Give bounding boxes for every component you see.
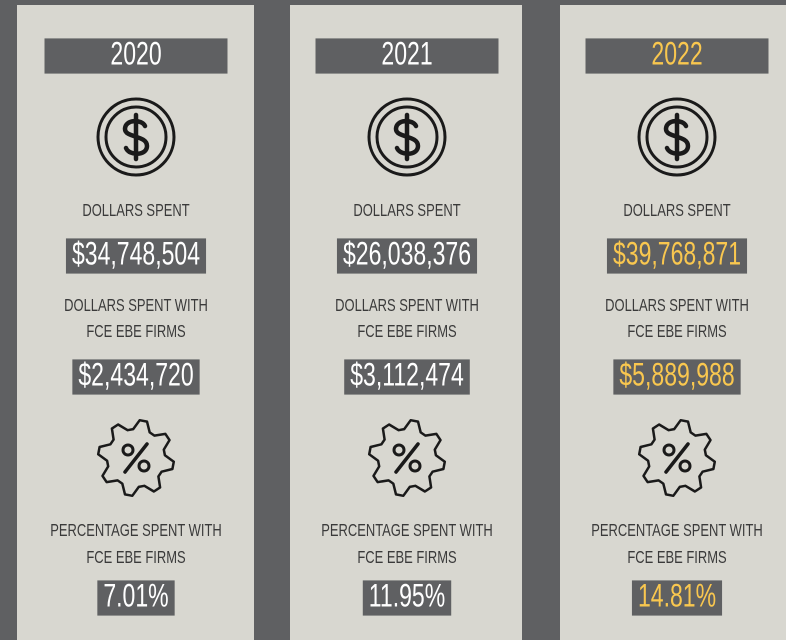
dollars-label: DOLLARS SPENT: [82, 201, 190, 221]
dollar-icon-inner: [104, 105, 168, 169]
year-group: 2022: [651, 36, 702, 72]
pct-label: PERCENTAGE SPENT WITH: [50, 521, 221, 541]
year-box: [315, 38, 499, 74]
ebe-label: DOLLARS SPENT WITH: [64, 296, 208, 316]
pct-label: PERCENTAGE SPENT WITH: [591, 521, 762, 541]
pct-value: 7.01%: [103, 578, 168, 614]
dollars-label-group: DOLLARS SPENT: [82, 201, 190, 221]
pct-label-group: FCE EBE FIRMS: [357, 548, 456, 568]
ebe-label: FCE EBE FIRMS: [86, 322, 185, 342]
ebe-label-group: FCE EBE FIRMS: [627, 322, 726, 342]
dollars-value-box: [65, 238, 207, 274]
year-box: [585, 38, 769, 74]
ebe-label-group: DOLLARS SPENT WITH: [335, 296, 479, 316]
ebe-value: $3,112,474: [350, 357, 464, 393]
ebe-label-group: DOLLARS SPENT WITH: [64, 296, 208, 316]
pct-value-group: 7.01%: [103, 578, 168, 614]
panel: [17, 5, 254, 640]
pct-value-box: [97, 580, 175, 616]
dollars-value-group: $26,038,376: [343, 236, 471, 272]
ebe-value-box: [613, 359, 741, 395]
pct-label-group: PERCENTAGE SPENT WITH: [591, 521, 762, 541]
ebe-value-group: $2,434,720: [78, 357, 193, 393]
ebe-value: $2,434,720: [78, 357, 193, 393]
pct-value-group: 11.95%: [369, 578, 445, 614]
pct-label: FCE EBE FIRMS: [357, 548, 456, 568]
pct-value-box: [362, 580, 452, 616]
ebe-value-group: $3,112,474: [350, 357, 464, 393]
dollars-value-box: [606, 238, 748, 274]
dollars-value: $26,038,376: [343, 236, 471, 272]
percent-slash: [394, 442, 420, 474]
ebe-label-group: FCE EBE FIRMS: [357, 322, 456, 342]
percent-dot: [392, 443, 406, 457]
year: 2022: [651, 36, 702, 72]
ebe-value-box: [72, 359, 200, 395]
pct-label: FCE EBE FIRMS: [627, 548, 726, 568]
panel: [560, 5, 786, 640]
year-group: 2021: [381, 36, 432, 72]
dollar-sign: [663, 112, 691, 162]
ebe-value: $5,889,988: [619, 357, 734, 393]
dollars-label-group: DOLLARS SPENT: [623, 201, 731, 221]
ebe-label: DOLLARS SPENT WITH: [335, 296, 479, 316]
dollars-value: $34,748,504: [72, 236, 200, 272]
year: 2020: [110, 36, 161, 72]
percent-dot: [121, 443, 135, 457]
dollar-sign: [122, 112, 150, 162]
ebe-value-group: $5,889,988: [619, 357, 734, 393]
ebe-label: FCE EBE FIRMS: [357, 322, 456, 342]
dollar-icon-outer: [367, 97, 447, 177]
dollars-label: DOLLARS SPENT: [353, 201, 461, 221]
dollar-icon-inner: [375, 105, 439, 169]
pct-label: FCE EBE FIRMS: [86, 548, 185, 568]
ebe-label: FCE EBE FIRMS: [627, 322, 726, 342]
dollars-value-group: $39,768,871: [613, 236, 741, 272]
pct-value: 14.81%: [638, 578, 716, 614]
gear-icon: [96, 418, 176, 498]
year: 2021: [381, 36, 432, 72]
pct-label-group: PERCENTAGE SPENT WITH: [50, 521, 221, 541]
year-box: [44, 38, 228, 74]
percent-slash: [123, 442, 149, 474]
panel: [290, 5, 522, 640]
dollar-icon-inner: [645, 105, 709, 169]
ebe-label-group: DOLLARS SPENT WITH: [605, 296, 749, 316]
dollar-icon-outer: [637, 97, 717, 177]
pct-value-group: 14.81%: [638, 578, 716, 614]
percent-dot: [408, 459, 422, 473]
pct-label-group: FCE EBE FIRMS: [86, 548, 185, 568]
dollars-value-box: [336, 238, 478, 274]
dollars-label: DOLLARS SPENT: [623, 201, 731, 221]
gear-icon: [367, 418, 447, 498]
ebe-value-box: [344, 359, 470, 395]
year-group: 2020: [110, 36, 161, 72]
dollars-label-group: DOLLARS SPENT: [353, 201, 461, 221]
pct-label-group: FCE EBE FIRMS: [627, 548, 726, 568]
pct-value-box: [631, 580, 723, 616]
pct-label-group: PERCENTAGE SPENT WITH: [321, 521, 492, 541]
pct-label: PERCENTAGE SPENT WITH: [321, 521, 492, 541]
dollars-value: $39,768,871: [613, 236, 741, 272]
percent-dot: [137, 459, 151, 473]
dollars-value-group: $34,748,504: [72, 236, 200, 272]
gear-icon: [637, 418, 717, 498]
percent-dot: [662, 443, 676, 457]
ebe-label: DOLLARS SPENT WITH: [605, 296, 749, 316]
percent-dot: [678, 459, 692, 473]
dollar-sign: [393, 112, 421, 162]
ebe-label-group: FCE EBE FIRMS: [86, 322, 185, 342]
dollar-icon-outer: [96, 97, 176, 177]
pct-value: 11.95%: [369, 578, 445, 614]
percent-slash: [664, 442, 690, 474]
